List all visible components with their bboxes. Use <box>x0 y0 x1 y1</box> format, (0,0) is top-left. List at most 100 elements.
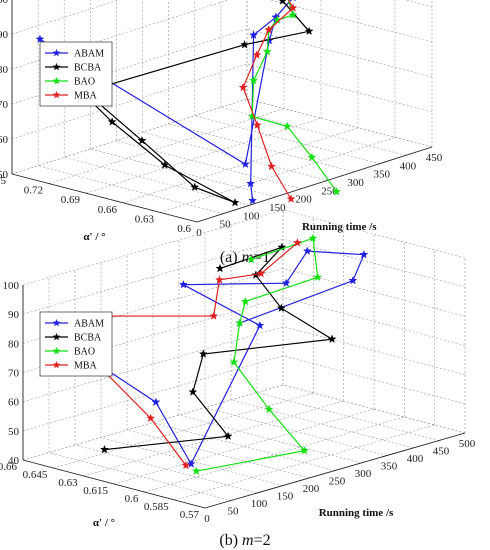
x-tick-label: 50 <box>228 506 240 518</box>
z-tick-label: 100 <box>0 0 9 6</box>
back-wall-grid-line <box>22 238 284 315</box>
back-wall-grid-line <box>11 0 120 35</box>
x-tick-label: 450 <box>433 446 450 458</box>
figure-caption: (a) m=1 <box>220 249 270 266</box>
figure-caption: (b) m=2 <box>219 532 270 549</box>
data-point-marker <box>240 296 250 306</box>
series-mba <box>238 0 298 203</box>
x-tick-label: 200 <box>303 483 320 495</box>
floor-grid-line <box>48 108 285 184</box>
series-line <box>104 246 334 451</box>
y-axis-line <box>22 459 206 509</box>
y-axis-line <box>11 173 198 223</box>
series-line <box>58 250 365 466</box>
data-point-marker <box>107 117 117 126</box>
floor-grid-line <box>113 408 375 485</box>
data-point-marker <box>288 10 298 19</box>
y-tick-label: 0.63 <box>58 477 78 489</box>
data-point-marker <box>267 161 277 171</box>
data-point-marker <box>247 111 257 121</box>
chart-panel-b: 0501001502002503003504004505000.660.6450… <box>0 209 476 549</box>
legend-swatch-marker <box>52 62 61 71</box>
legend-label: BAO <box>74 77 95 88</box>
data-point-marker <box>276 303 286 312</box>
data-point-marker <box>282 121 292 131</box>
data-point-marker <box>229 357 239 366</box>
data-point-marker <box>290 0 296 2</box>
z-tick-label: 70 <box>8 368 20 380</box>
floor-grid-line <box>74 444 258 494</box>
series-line <box>39 0 292 201</box>
y-tick-label: 0.57 <box>180 509 200 521</box>
y-tick-label: 0.645 <box>23 469 48 481</box>
floor-grid-line <box>64 157 250 206</box>
y-tick-label: 0.6 <box>125 493 139 505</box>
data-point-marker <box>238 82 248 92</box>
data-point-marker <box>240 159 250 169</box>
data-point-marker <box>190 182 200 191</box>
x-tick-label: 450 <box>426 152 443 164</box>
y-tick-label: 0.75 <box>0 175 7 187</box>
data-point-marker <box>235 318 245 327</box>
x-tick-label: 50 <box>220 219 232 231</box>
grid <box>22 209 466 509</box>
series-bao <box>191 233 323 475</box>
z-tick-label: 60 <box>8 397 20 409</box>
x-tick-label: 300 <box>355 468 372 480</box>
y-tick-label: 0.66 <box>98 204 118 216</box>
data-point-marker <box>230 197 240 207</box>
legend-swatch-marker <box>52 318 61 327</box>
data-point-marker <box>313 272 323 282</box>
x-axis-title: Running time /s <box>302 221 377 233</box>
y-tick-label: 0.6 <box>177 223 191 235</box>
data-point-marker <box>178 280 188 289</box>
side-wall-grid-line <box>282 326 466 375</box>
series-line <box>99 242 298 466</box>
side-wall-grid-line <box>282 355 466 405</box>
x-tick-label: 300 <box>347 177 364 189</box>
legend: ABAM BCBA BAO MBA <box>39 41 113 107</box>
side-wall-grid-line <box>403 0 433 8</box>
floor-grid-line <box>178 414 362 464</box>
floor-grid-line <box>38 165 224 214</box>
back-wall-grid-line <box>22 384 284 461</box>
grid <box>11 0 433 223</box>
data-point-marker <box>255 320 265 330</box>
chart-panel-a: 0501001502002503003504004500.750.720.690… <box>0 0 443 266</box>
legend-label: MBA <box>74 361 98 372</box>
legend-label: ABAM <box>74 49 104 60</box>
data-point-marker <box>286 194 296 203</box>
data-point-marker <box>252 50 262 59</box>
side-wall-grid-line <box>282 384 466 434</box>
data-point-marker <box>188 387 198 396</box>
y-axis-title: α' / ° <box>93 517 115 529</box>
data-point-marker <box>307 152 317 162</box>
legend-label: BCBA <box>74 333 102 344</box>
floor-grid-line <box>53 392 314 469</box>
back-wall-grid-line <box>22 355 284 432</box>
series-line <box>251 0 338 193</box>
data-point-marker <box>262 46 272 56</box>
data-point-marker <box>191 466 201 475</box>
data-point-marker <box>209 311 219 320</box>
x-tick-label: 350 <box>381 461 398 473</box>
data-point-marker <box>215 263 225 273</box>
data-point-marker <box>278 0 287 5</box>
x-tick-label: 100 <box>243 210 260 222</box>
z-tick-label: 100 <box>3 280 20 292</box>
z-tick-label: 80 <box>0 64 9 76</box>
floor-grid-line <box>174 424 435 501</box>
x-axis-line <box>204 432 466 509</box>
data-point-marker <box>223 431 233 441</box>
data-point-marker <box>246 178 256 188</box>
x-tick-label: 150 <box>269 202 286 214</box>
z-tick-label: 90 <box>0 29 9 41</box>
y-tick-label: 0.585 <box>144 501 169 513</box>
data-point-marker <box>240 39 250 49</box>
legend-label: BAO <box>74 347 95 358</box>
y-tick-label: 0.66 <box>0 461 18 473</box>
z-tick-label: 50 <box>0 169 9 181</box>
x-axis-title: Running time /s <box>319 507 394 519</box>
z-tick-label: 70 <box>0 99 9 111</box>
z-tick-label: 40 <box>8 455 20 467</box>
